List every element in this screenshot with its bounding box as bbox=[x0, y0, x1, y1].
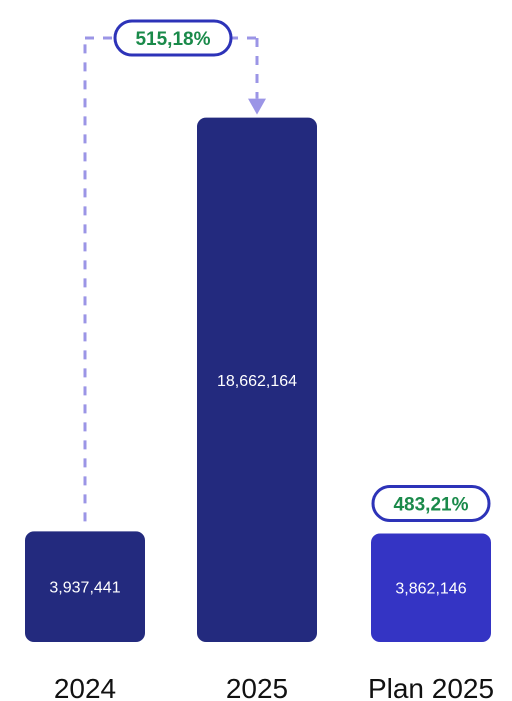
growth-percent-badge-text: 515,18% bbox=[135, 29, 210, 50]
plan-percent-badge: 483,21% bbox=[371, 484, 491, 522]
category-label-2024: 2024 bbox=[54, 673, 116, 701]
annotations-group: 515,18% 483,21% bbox=[113, 19, 491, 522]
value-labels-group: 3,937,441 18,662,164 3,862,146 bbox=[49, 373, 466, 598]
growth-percent-badge-border bbox=[113, 19, 233, 57]
category-label-plan-2025: Plan 2025 bbox=[368, 673, 494, 701]
bar-2025 bbox=[197, 117, 317, 642]
bars-group bbox=[25, 117, 491, 642]
growth-percent-badge: 515,18% bbox=[113, 19, 233, 57]
value-label-2025: 18,662,164 bbox=[217, 373, 297, 390]
growth-connector bbox=[83, 36, 266, 522]
category-labels-group: 2024 2025 Plan 2025 bbox=[54, 673, 494, 701]
bar-2024 bbox=[25, 531, 145, 642]
plan-percent-badge-text: 483,21% bbox=[393, 494, 468, 515]
bar-plan-2025 bbox=[371, 533, 491, 642]
value-label-2024: 3,937,441 bbox=[49, 580, 120, 597]
category-label-2025: 2025 bbox=[226, 673, 288, 701]
plan-percent-badge-border bbox=[371, 484, 491, 522]
value-label-plan-2025: 3,862,146 bbox=[395, 581, 466, 598]
arrow-down-icon bbox=[248, 98, 266, 115]
